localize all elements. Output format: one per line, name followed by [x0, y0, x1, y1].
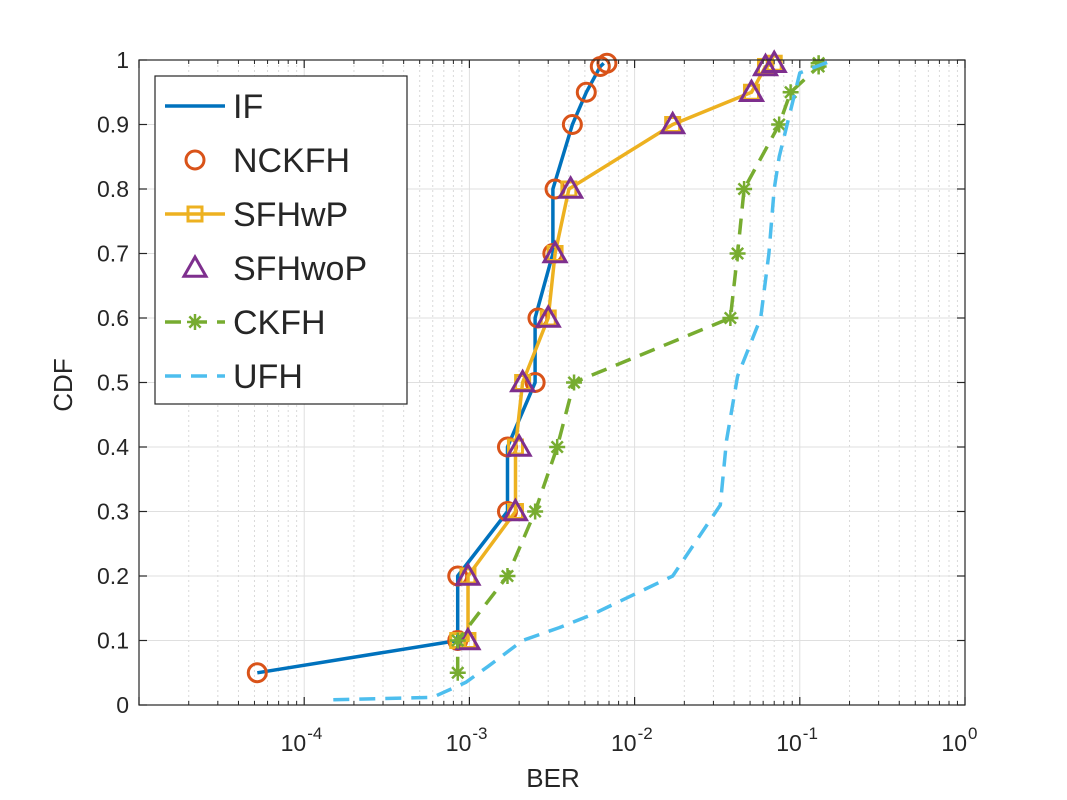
y-tick-label: 0	[116, 692, 129, 718]
data-point-triangle	[737, 78, 766, 102]
data-point-asterisk	[771, 116, 788, 133]
data-point-square	[186, 205, 204, 223]
data-point-asterisk	[782, 84, 799, 101]
y-tick-label: 0.9	[97, 112, 129, 138]
series-line-sfhwp	[457, 61, 775, 643]
data-point-asterisk	[736, 181, 753, 197]
data-point-asterisk	[722, 310, 739, 326]
x-tick-label: 10	[941, 730, 967, 756]
legend: IF NCKFH SFHwP SFHwoP CKFH UFH	[154, 75, 408, 405]
legend-label: UFH	[233, 358, 303, 396]
series-line-if	[257, 61, 605, 675]
x-tick-label: 10	[446, 730, 472, 756]
x-tick-label: 10	[611, 730, 637, 756]
legend-label: CKFH	[233, 304, 326, 342]
legend-entry-nckfh: NCKFH	[184, 142, 350, 180]
x-tick-label: 10	[776, 730, 802, 756]
data-point-triangle	[501, 497, 530, 522]
x-axis-label: BER	[526, 763, 579, 793]
data-point-triangle	[534, 303, 562, 328]
x-tick-exponent: -2	[638, 724, 653, 743]
y-tick-label: 0.3	[97, 499, 129, 525]
series-ufh	[333, 58, 835, 702]
y-tick-label: 0.1	[97, 628, 129, 654]
data-point-triangle	[505, 432, 533, 457]
x-tick-exponent: -4	[307, 724, 322, 743]
data-point-triangle	[751, 52, 780, 77]
axis-ticks	[138, 59, 966, 706]
y-axis-label: CDF	[48, 358, 78, 411]
y-tick-label: 0.6	[97, 305, 129, 331]
data-point-asterisk	[499, 568, 516, 584]
legend-label: SFHwP	[233, 196, 348, 234]
data-point-asterisk	[527, 503, 544, 520]
y-tick-label: 0.7	[97, 241, 129, 267]
data-point-triangle	[659, 110, 687, 135]
data-point-triangle	[541, 239, 569, 264]
data-point-asterisk	[729, 245, 746, 262]
legend-label: IF	[233, 88, 263, 126]
legend-entry-if: IF	[165, 88, 263, 126]
y-tick-label: 0.2	[97, 563, 129, 589]
legend-label: NCKFH	[233, 142, 350, 180]
data-point-triangle	[557, 174, 585, 199]
legend-entry-ckfh: CKFH	[165, 304, 326, 342]
data-point-asterisk	[549, 439, 566, 455]
y-tick-label: 0.4	[97, 434, 129, 460]
data-point-asterisk	[449, 632, 466, 649]
data-point-asterisk	[187, 314, 203, 330]
x-tick-exponent: -1	[803, 724, 818, 743]
data-point-triangle	[454, 626, 482, 651]
data-point-asterisk	[449, 664, 466, 681]
y-tick-label: 1	[116, 47, 129, 73]
legend-label: SFHwoP	[233, 250, 367, 288]
series-line-ufh	[333, 58, 835, 702]
data-point-triangle	[509, 368, 537, 393]
series-sfhwop	[454, 49, 788, 651]
data-point-asterisk	[566, 374, 583, 391]
data-point-triangle	[454, 561, 482, 586]
legend-entry-sfhwp: SFHwP	[165, 196, 348, 234]
data-point-circle	[575, 81, 597, 103]
series-if	[257, 61, 605, 675]
legend-entry-ufh: UFH	[165, 358, 303, 396]
data-point-circle	[184, 149, 206, 171]
legend-box	[154, 75, 408, 405]
legend-entry-sfhwop: SFHwoP	[181, 250, 367, 288]
data-point-circle	[561, 114, 583, 135]
x-tick-label: 10	[281, 730, 307, 756]
y-tick-label: 0.5	[97, 370, 129, 396]
data-point-triangle	[760, 49, 788, 73]
x-tick-exponent: 0	[968, 724, 977, 743]
data-point-triangle	[181, 253, 209, 278]
x-tick-exponent: -3	[472, 724, 487, 743]
data-point-circle	[246, 662, 268, 684]
y-tick-label: 0.8	[97, 176, 129, 202]
